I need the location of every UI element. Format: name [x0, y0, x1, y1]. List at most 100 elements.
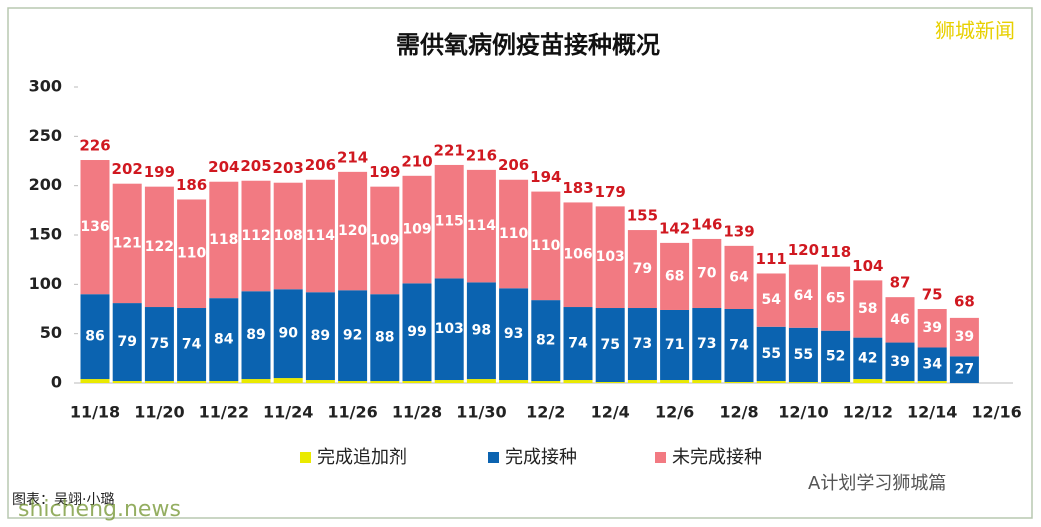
bar-segment	[241, 379, 271, 383]
bar-segment	[885, 297, 915, 343]
total-label: 202	[112, 160, 143, 178]
bar-segment	[112, 183, 142, 304]
data-label: 108	[274, 228, 303, 244]
data-label: 74	[182, 337, 202, 353]
data-label: 112	[241, 228, 270, 244]
x-tick-label: 12/10	[778, 403, 828, 422]
bar-segment	[434, 278, 464, 381]
bar-segment	[531, 381, 561, 383]
total-label: 226	[79, 137, 110, 155]
data-label: 92	[343, 328, 362, 344]
bar-segment	[112, 381, 142, 383]
chart-title: 需供氧病例疫苗接种概况	[396, 31, 660, 59]
bar-segment	[112, 303, 142, 382]
data-label: 103	[596, 249, 625, 265]
total-label: 155	[627, 207, 658, 225]
bar-segment	[756, 273, 786, 327]
bar-segment	[466, 379, 496, 383]
bar-segment	[80, 379, 110, 383]
bar-segment	[273, 289, 303, 379]
bar-segment	[402, 175, 432, 284]
data-label: 99	[407, 324, 426, 340]
x-tick-label: 12/12	[843, 403, 893, 422]
bar-segment	[209, 298, 239, 382]
x-tick-label: 12/16	[971, 403, 1021, 422]
bar-segment	[821, 382, 851, 383]
bar-segment	[627, 230, 657, 309]
data-label: 120	[338, 223, 367, 239]
total-label: 186	[176, 176, 207, 194]
bar-segment	[788, 264, 818, 328]
bar-segment	[434, 164, 464, 279]
legend-swatch	[488, 452, 499, 463]
watermark: A计划学习狮城篇	[808, 473, 946, 494]
data-label: 110	[177, 246, 206, 262]
data-label: 75	[150, 336, 169, 352]
total-label: 214	[337, 148, 368, 166]
data-label: 54	[761, 292, 781, 308]
bar-segment	[853, 280, 883, 338]
x-tick-label: 12/14	[907, 403, 957, 422]
x-tick-label: 11/26	[327, 403, 377, 422]
data-label: 39	[890, 354, 909, 370]
bar-segment	[917, 347, 947, 382]
total-label: 183	[562, 179, 593, 197]
bar-segment	[885, 381, 915, 383]
data-label: 114	[306, 228, 335, 244]
data-label: 79	[633, 261, 652, 277]
data-label: 86	[85, 329, 104, 345]
data-label: 79	[117, 334, 136, 350]
bar-segment	[627, 380, 657, 383]
x-tick-label: 12/6	[655, 403, 694, 422]
data-label: 73	[697, 336, 716, 352]
x-tick-label: 12/4	[591, 403, 630, 422]
bar-segment	[466, 169, 496, 283]
watermark: shicheng.news	[18, 497, 181, 522]
y-tick-label: 300	[29, 77, 62, 96]
total-label: 75	[922, 286, 943, 304]
data-label: 114	[467, 218, 496, 234]
y-tick-label: 100	[29, 274, 62, 293]
total-label: 210	[401, 152, 432, 170]
bar-segment	[273, 182, 303, 290]
total-label: 221	[434, 141, 465, 159]
bar-segment	[917, 309, 947, 348]
data-label: 89	[246, 327, 265, 343]
data-label: 39	[922, 320, 941, 336]
x-tick-label: 11/18	[70, 403, 120, 422]
bar-segment	[209, 181, 239, 299]
bar-segment	[177, 199, 207, 309]
legend-swatch	[655, 452, 666, 463]
data-label: 64	[794, 288, 814, 304]
bar-segment	[595, 308, 625, 383]
bar-segment	[531, 191, 561, 301]
bar-segment	[563, 380, 593, 383]
data-label: 46	[890, 312, 909, 328]
bar-segment	[370, 381, 400, 383]
data-label: 75	[600, 337, 619, 353]
bar-segment	[177, 308, 207, 382]
data-label: 93	[504, 326, 523, 342]
bar-segment	[660, 380, 690, 383]
bar-segment	[917, 381, 947, 383]
bar-segment	[499, 380, 529, 383]
x-tick-label: 11/30	[456, 403, 506, 422]
y-tick-label: 200	[29, 175, 62, 194]
data-label: 27	[955, 362, 974, 378]
total-label: 111	[756, 250, 787, 268]
total-label: 146	[691, 215, 722, 233]
bar-segment	[305, 380, 335, 383]
data-label: 136	[80, 219, 109, 235]
bar-segment	[788, 382, 818, 383]
credit: 图表：吴翊·小璐	[12, 492, 114, 508]
bar-segment	[853, 337, 883, 380]
data-label: 106	[563, 247, 592, 263]
bar-segment	[338, 381, 368, 383]
bar-segment	[821, 266, 851, 331]
data-label: 73	[633, 336, 652, 352]
bar-segment	[209, 381, 239, 383]
data-label: 39	[955, 329, 974, 345]
bar-segment	[402, 381, 432, 383]
data-label: 88	[375, 330, 394, 346]
data-label: 110	[499, 226, 528, 242]
